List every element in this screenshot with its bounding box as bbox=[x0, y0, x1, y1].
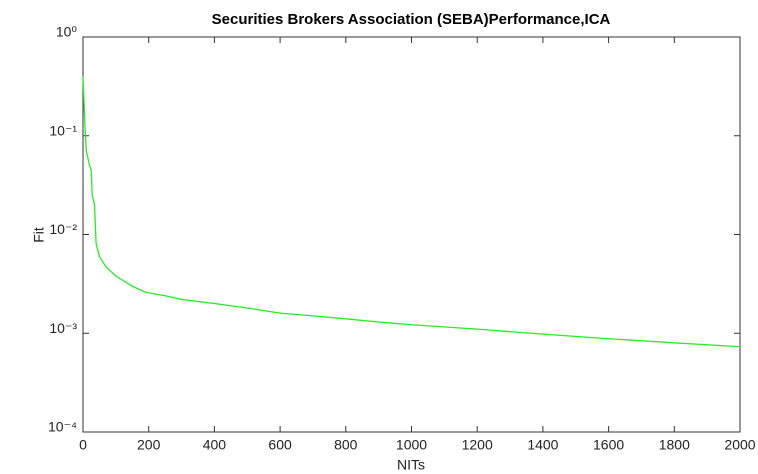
y-axis-label: Fit bbox=[31, 227, 47, 243]
chart-title: Securities Brokers Association (SEBA)Per… bbox=[212, 11, 611, 28]
data-line bbox=[82, 76, 741, 348]
y-tick-label: 10⁻² bbox=[49, 221, 77, 237]
x-tick-label: 800 bbox=[334, 437, 358, 453]
y-tick-label: 10⁻¹ bbox=[49, 122, 77, 138]
x-tick-label: 400 bbox=[203, 437, 227, 453]
y-tick-label: 10⁻³ bbox=[49, 320, 77, 336]
y-tick-label: 10⁻⁴ bbox=[48, 419, 77, 435]
x-tick-label: 1600 bbox=[593, 437, 624, 453]
x-tick-label: 200 bbox=[137, 437, 161, 453]
x-tick-label: 0 bbox=[79, 437, 87, 453]
x-tick-label: 1800 bbox=[659, 437, 690, 453]
x-tick-label: 1000 bbox=[396, 437, 427, 453]
x-tick-label: 2000 bbox=[724, 437, 755, 453]
x-axis-label: NITs bbox=[397, 457, 425, 473]
x-tick-label: 600 bbox=[268, 437, 292, 453]
y-tick-label: 10⁰ bbox=[56, 24, 78, 40]
x-tick-label: 1200 bbox=[462, 437, 493, 453]
x-tick-label: 1400 bbox=[527, 437, 558, 453]
